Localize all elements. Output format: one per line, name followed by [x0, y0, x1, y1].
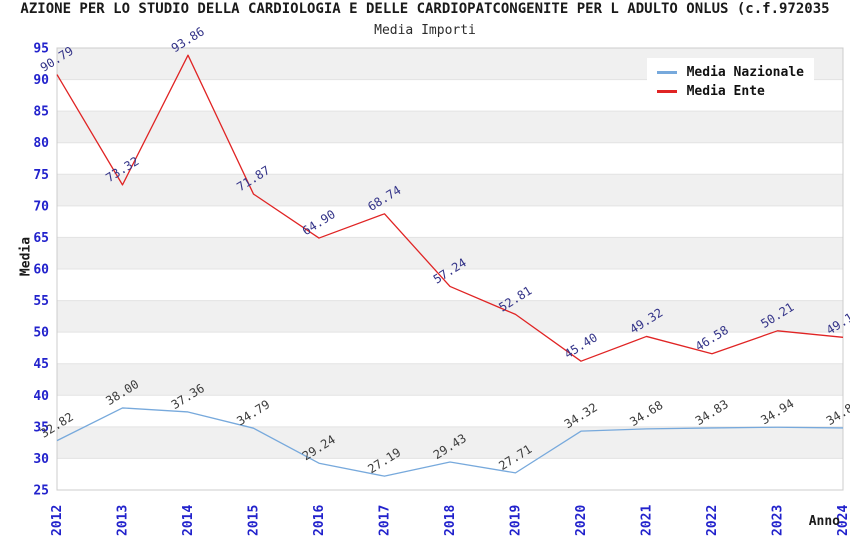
svg-text:2023: 2023 [771, 505, 786, 536]
legend-label-media-ente: Media Ente [686, 84, 765, 99]
svg-text:95: 95 [33, 42, 49, 57]
svg-text:2015: 2015 [247, 505, 262, 536]
svg-text:40: 40 [33, 389, 49, 404]
svg-text:34.83: 34.83 [824, 397, 850, 428]
svg-text:50: 50 [33, 326, 49, 341]
svg-text:2020: 2020 [574, 505, 589, 536]
svg-text:2014: 2014 [181, 505, 196, 536]
svg-text:80: 80 [33, 136, 49, 151]
svg-text:60: 60 [33, 263, 49, 278]
y-axis-title: Media [18, 236, 34, 277]
svg-text:2017: 2017 [378, 505, 393, 536]
svg-text:35: 35 [33, 420, 49, 435]
svg-text:25: 25 [33, 484, 49, 499]
svg-text:30: 30 [33, 452, 49, 467]
svg-text:34.68: 34.68 [627, 398, 665, 429]
chart-title: AZIONE PER LO STUDIO DELLA CARDIOLOGIA E… [20, 1, 830, 17]
svg-text:2012: 2012 [50, 505, 65, 536]
svg-text:2018: 2018 [443, 505, 458, 536]
svg-text:34.79: 34.79 [234, 397, 272, 428]
legend-label-media-nazionale: Media Nazionale [686, 65, 804, 80]
svg-text:45: 45 [33, 357, 49, 372]
svg-text:65: 65 [33, 231, 49, 246]
svg-text:2013: 2013 [116, 505, 131, 536]
legend-item-media-nazionale: Media Nazionale [656, 63, 804, 82]
svg-text:90: 90 [33, 73, 49, 88]
legend: Media Nazionale Media Ente [646, 58, 814, 107]
svg-text:55: 55 [33, 294, 49, 309]
svg-text:2022: 2022 [705, 505, 720, 536]
media-ente-line-swatch [656, 90, 677, 93]
svg-text:85: 85 [33, 105, 49, 120]
legend-item-media-ente: Media Ente [656, 82, 804, 101]
svg-text:70: 70 [33, 199, 49, 214]
svg-text:2024: 2024 [836, 505, 850, 536]
svg-text:75: 75 [33, 168, 49, 183]
media-nazionale-line-swatch [656, 71, 677, 74]
svg-text:2019: 2019 [509, 505, 524, 536]
x-axis-title: Anno [808, 514, 840, 529]
svg-text:2016: 2016 [312, 505, 327, 536]
svg-text:34.83: 34.83 [693, 397, 731, 428]
svg-text:2021: 2021 [640, 505, 655, 536]
chart-subtitle: Media Importi [374, 23, 476, 38]
svg-text:34.94: 34.94 [758, 396, 796, 427]
